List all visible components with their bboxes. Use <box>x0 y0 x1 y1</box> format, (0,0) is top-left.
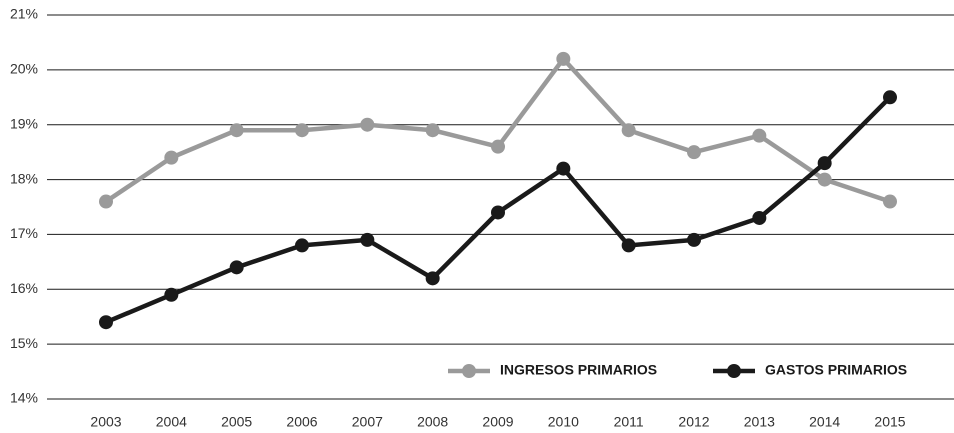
y-tick-label: 20% <box>10 61 38 77</box>
point <box>360 117 375 132</box>
point <box>687 232 701 247</box>
point <box>164 287 179 302</box>
legend-label: GASTOS PRIMARIOS <box>765 362 907 378</box>
point <box>425 123 440 138</box>
x-tick-label: 2014 <box>809 414 840 430</box>
y-tick-label: 15% <box>10 335 38 351</box>
point <box>164 150 179 165</box>
point <box>883 194 897 209</box>
x-tick-label: 2008 <box>417 414 448 430</box>
point <box>491 205 505 220</box>
x-tick-label: 2011 <box>614 414 644 430</box>
y-tick-label: 16% <box>10 280 38 296</box>
legend-label: INGRESOS PRIMARIOS <box>500 362 657 378</box>
point <box>752 128 767 143</box>
point <box>491 139 505 154</box>
series-line <box>104 56 891 204</box>
point <box>360 232 375 247</box>
point <box>229 123 244 138</box>
point <box>883 90 897 105</box>
x-tick-label: 2005 <box>221 414 252 430</box>
point <box>99 194 113 209</box>
point <box>621 238 636 253</box>
y-tick-label: 21% <box>10 6 38 22</box>
point <box>752 210 767 225</box>
x-tick-label: 2004 <box>156 414 187 430</box>
y-tick-label: 18% <box>10 170 38 186</box>
point <box>687 145 701 160</box>
y-tick-label: 14% <box>10 390 38 406</box>
point <box>425 271 440 286</box>
y-tick-label: 17% <box>10 225 38 241</box>
point <box>817 156 832 171</box>
point <box>817 172 832 187</box>
x-tick-label: 2003 <box>90 414 121 430</box>
point <box>621 123 636 138</box>
x-tick-label: 2013 <box>744 414 775 430</box>
point <box>99 315 113 330</box>
x-tick-label: 2010 <box>548 414 579 430</box>
x-tick-label: 2006 <box>286 414 317 430</box>
x-tick-label: 2015 <box>874 414 905 430</box>
point <box>229 260 244 275</box>
y-tick-label: 19% <box>10 115 38 131</box>
legend-marker <box>727 364 741 378</box>
point <box>295 238 309 253</box>
x-tick-label: 2007 <box>352 414 383 430</box>
point <box>556 51 571 66</box>
x-tick-label: 2009 <box>482 414 513 430</box>
legend-marker <box>462 364 476 378</box>
point <box>295 123 309 138</box>
x-tick-label: 2012 <box>678 414 709 430</box>
point <box>556 161 571 176</box>
